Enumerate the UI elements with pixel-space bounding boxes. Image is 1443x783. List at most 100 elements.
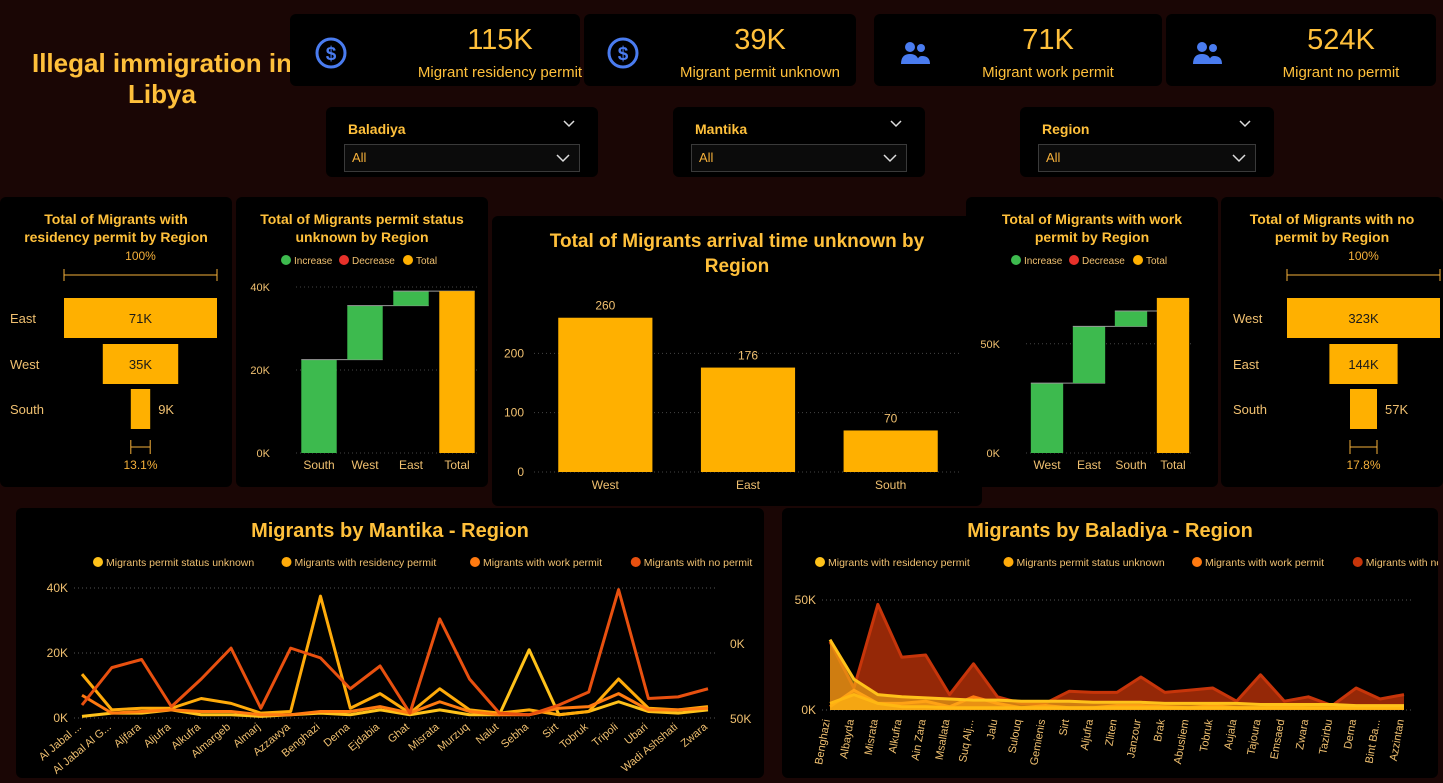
- x-tick-label: Aljufra: [142, 721, 174, 751]
- y-tick-label: 50K: [980, 339, 1000, 351]
- x-tick-label: South: [875, 478, 906, 492]
- x-tick-label: Sebha: [499, 721, 532, 751]
- y-tick-label: 50K: [795, 593, 816, 607]
- x-tick-label: Aljufra: [1079, 718, 1096, 752]
- baladiya-area-card: Migrants by Baladiya - Region Migrants w…: [782, 508, 1438, 778]
- x-tick-label: Misrata: [863, 718, 881, 756]
- x-tick-label: Sulouq: [1007, 718, 1025, 754]
- legend-label: Total: [416, 256, 437, 267]
- kpi-value: 524K: [1307, 24, 1375, 56]
- legend-label: Migrants permit status unknown: [106, 557, 254, 569]
- legend-swatch: [470, 557, 480, 567]
- legend-swatch: [815, 557, 825, 567]
- funnel-bottom-label: 17.8%: [1346, 458, 1380, 472]
- legend-swatch: [1192, 557, 1202, 567]
- funnel-top-label: 100%: [125, 249, 156, 263]
- select-value: All: [352, 150, 367, 165]
- funnel-bar: [130, 389, 151, 429]
- funnel-category-label: West: [1233, 311, 1263, 326]
- y-tick-label: 20K: [47, 646, 68, 660]
- mantika-select[interactable]: All: [691, 144, 907, 172]
- y-tick-label: 100: [504, 406, 524, 420]
- x-tick-label: East: [736, 478, 761, 492]
- x-tick-label: Sirt: [541, 721, 561, 741]
- legend-swatch: [1003, 557, 1014, 567]
- x-tick-label: Sirt: [1057, 718, 1072, 736]
- x-tick-label: Misrata: [406, 721, 442, 754]
- waterfall-bar: [1030, 383, 1064, 453]
- funnel-category-label: South: [1233, 402, 1267, 417]
- chevron-down-icon[interactable]: [1238, 117, 1252, 131]
- x-tick-label: Tajoura: [1245, 718, 1263, 756]
- x-tick-label: Nalut: [474, 721, 501, 747]
- legend-swatch: [281, 255, 291, 265]
- chart-title: Total of Migrants with residency permit …: [24, 211, 208, 245]
- funnel-bar: [102, 344, 179, 384]
- legend-swatch: [1011, 255, 1021, 265]
- x-tick-label: Jalu: [985, 718, 1000, 740]
- funnel-data-label: 71K: [129, 311, 152, 326]
- page-title: Illegal immigration in Libya: [31, 48, 293, 109]
- series-line: [80, 588, 709, 717]
- x-tick-label: Emsaed: [1269, 718, 1288, 760]
- y-tick-label: 0K: [257, 448, 271, 460]
- legend-label: Migrants with residency permit: [828, 557, 970, 569]
- waterfall-bar: [393, 291, 429, 306]
- waterfall-unknown-card: Total of Migrants permit status unknown …: [236, 197, 488, 487]
- area-fill: [830, 639, 1404, 710]
- legend-swatch: [1133, 255, 1143, 265]
- legend-label: Total: [1146, 256, 1167, 267]
- x-tick-label: Zwara: [1294, 718, 1311, 751]
- people-icon: [1193, 42, 1222, 64]
- chart-title: Migrants by Baladiya - Region: [967, 520, 1253, 542]
- kpi-value: 71K: [1022, 24, 1074, 56]
- dollar-icon: $: [607, 37, 639, 69]
- waterfall-bar: [301, 359, 337, 453]
- mantika-line-chart: Migrants permit status unknown Migrants w…: [37, 557, 753, 777]
- funnel-category-label: East: [1233, 357, 1259, 372]
- legend-swatch: [1069, 255, 1079, 265]
- chart-title: Migrants by Mantika - Region: [251, 520, 529, 542]
- series-line: [828, 638, 1404, 708]
- y2-tick-label: 50K: [730, 712, 751, 726]
- waterfall-work-card: Total of Migrants with work permit by Re…: [966, 197, 1218, 487]
- x-tick-label: Aljfara: [112, 721, 144, 751]
- funnel-bar: [1350, 389, 1377, 429]
- baladiya-select[interactable]: All: [344, 144, 580, 172]
- waterfall-bar: [439, 291, 475, 453]
- x-tick-label: Tobruk: [558, 721, 591, 752]
- y-tick-label: 40K: [250, 282, 270, 294]
- kpi-label: Migrant work permit: [982, 64, 1114, 81]
- legend-label: Migrants with no permit: [644, 557, 753, 569]
- chart-title: Total of Migrants with work permit by Re…: [1001, 211, 1183, 245]
- x-tick-label: Tripoli: [590, 721, 620, 749]
- legend-label: Migrants with residency permit: [295, 557, 437, 569]
- kpi-card-residency: $ 115K Migrant residency permit: [290, 14, 582, 86]
- x-tick-label: Abusliem: [1172, 718, 1192, 765]
- x-tick-label: Tobruk: [1198, 718, 1216, 753]
- legend-swatch: [1352, 557, 1363, 567]
- legend-label: Decrease: [352, 256, 395, 267]
- x-tick-label: Total: [444, 458, 469, 472]
- series-line: [81, 692, 709, 717]
- legend-label: Migrants with no permit: [1366, 557, 1438, 569]
- chevron-down-icon: [883, 154, 897, 163]
- dollar-icon: $: [315, 37, 347, 69]
- region-select[interactable]: All: [1038, 144, 1256, 172]
- bar: [843, 430, 938, 472]
- y2-tick-label: 0K: [730, 637, 745, 651]
- x-tick-label: South: [1115, 458, 1146, 472]
- y-tick-label: 0K: [987, 448, 1001, 460]
- arrival-unknown-card: Total of Migrants arrival time unknown b…: [492, 216, 982, 506]
- chevron-down-icon[interactable]: [889, 117, 903, 131]
- funnel-bar: [1329, 344, 1398, 384]
- y-tick-label: 200: [504, 346, 524, 360]
- legend-label: Increase: [1024, 256, 1063, 267]
- kpi-label: Migrant permit unknown: [679, 64, 841, 81]
- x-tick-label: Azzintan: [1388, 718, 1407, 762]
- legend-label: Migrants permit status unknown: [1017, 557, 1165, 569]
- bar: [558, 317, 653, 472]
- legend-swatch: [630, 557, 641, 567]
- chart-title: Total of Migrants arrival time unknown b…: [549, 231, 925, 277]
- chevron-down-icon[interactable]: [562, 117, 576, 131]
